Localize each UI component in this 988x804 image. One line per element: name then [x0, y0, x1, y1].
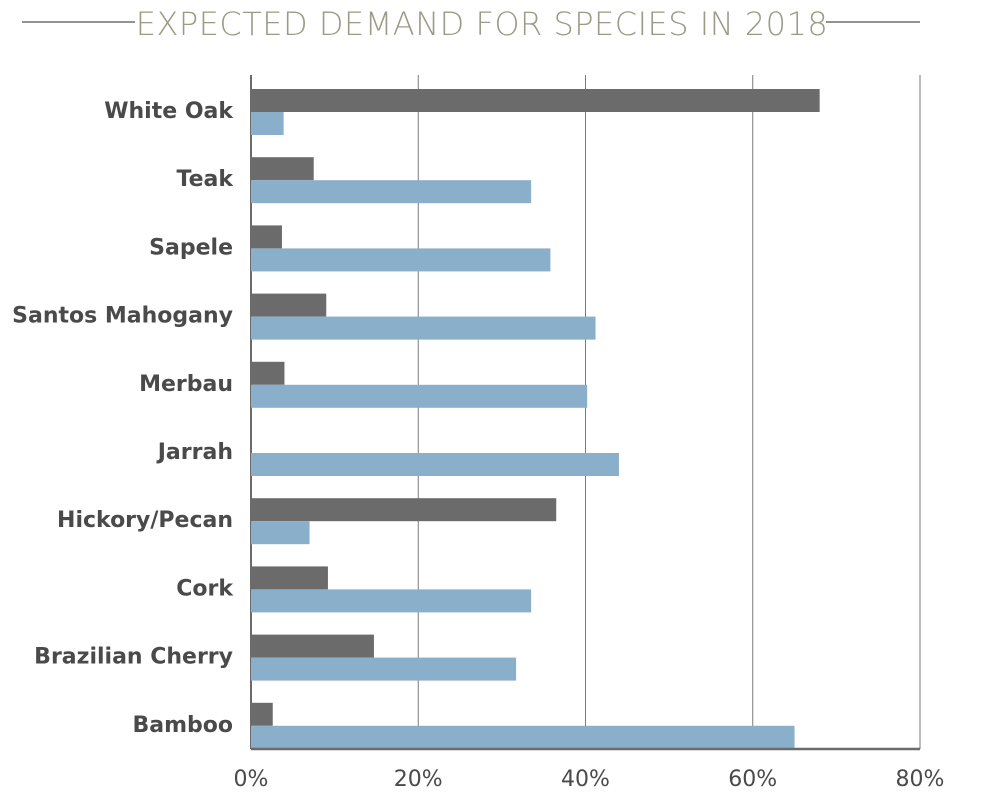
- category-label: Bamboo: [132, 713, 233, 738]
- bars: [251, 89, 920, 751]
- bar-jarrah-series-2: [251, 453, 619, 476]
- bar-santos-mahogany-series-1: [251, 293, 327, 317]
- category-label: Cork: [176, 576, 234, 601]
- category-label: White Oak: [104, 99, 234, 124]
- x-tick-label: 80%: [896, 767, 945, 792]
- bar-white-oak-series-2: [251, 112, 284, 135]
- bar-cork-series-1: [251, 566, 328, 590]
- category-label: Jarrah: [156, 440, 233, 465]
- x-tick-label: 0%: [234, 767, 269, 792]
- x-tick-label: 60%: [728, 767, 777, 792]
- chart-title: EXPECTED DEMAND FOR SPECIES IN 2018: [136, 5, 828, 43]
- bar-hickory-pecan-series-2: [251, 521, 310, 545]
- x-tick-label: 40%: [561, 767, 610, 792]
- category-label: Merbau: [139, 372, 233, 397]
- bar-hickory-pecan-series-1: [251, 498, 557, 522]
- bar-santos-mahogany-series-2: [251, 316, 596, 340]
- category-label: Hickory/Pecan: [57, 508, 233, 533]
- bar-bamboo-series-1: [251, 702, 273, 726]
- x-tick-label: 20%: [394, 767, 443, 792]
- bar-sapele-series-2: [251, 248, 551, 272]
- bar-teak-series-2: [251, 180, 532, 204]
- category-label: Teak: [177, 167, 235, 192]
- bar-merbau-series-1: [251, 361, 285, 385]
- bar-bamboo-series-2: [251, 725, 795, 749]
- category-label: Sapele: [149, 235, 233, 260]
- bar-merbau-series-2: [251, 384, 588, 408]
- bar-sapele-series-1: [251, 225, 282, 249]
- bar-brazilian-cherry-series-2: [251, 657, 517, 681]
- bar-cork-series-2: [251, 589, 532, 613]
- category-label: Santos Mahogany: [12, 304, 233, 329]
- bar-white-oak-series-1: [251, 89, 820, 112]
- bar-brazilian-cherry-series-1: [251, 634, 374, 658]
- category-labels: White Oak Teak Sapele Santos Mahogany Merbau…: [12, 99, 234, 738]
- category-label: Brazilian Cherry: [34, 645, 233, 670]
- x-tick-labels: 0% 20% 40% 60% 80%: [234, 767, 945, 792]
- bar-teak-series-1: [251, 157, 314, 181]
